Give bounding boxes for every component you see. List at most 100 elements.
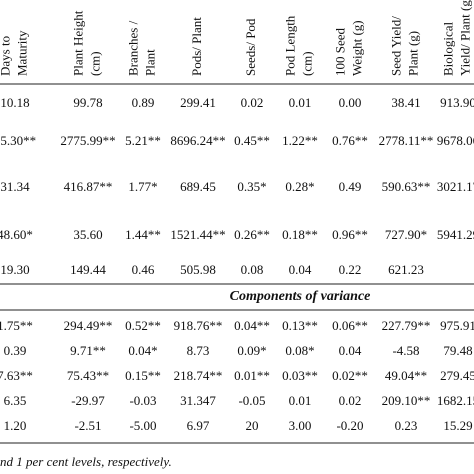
cell: 227.79** bbox=[382, 318, 431, 333]
cell: 1.44** bbox=[125, 227, 161, 242]
column-header: 100 Seed bbox=[332, 27, 347, 76]
cell: 19.30 bbox=[0, 262, 29, 277]
column-header: Seeds/ Pod bbox=[243, 18, 258, 76]
cell: 0.15** bbox=[125, 368, 161, 383]
cell: 0.49 bbox=[339, 179, 362, 194]
cell: 1682.15 bbox=[437, 393, 474, 408]
cell: 0.52** bbox=[125, 318, 161, 333]
cell: 209.10** bbox=[382, 393, 431, 408]
column-header: Weight (g) bbox=[349, 20, 364, 76]
cell: 505.98 bbox=[180, 262, 216, 277]
cell: 590.63** bbox=[382, 179, 431, 194]
column-header: Pods/ Plant bbox=[189, 17, 204, 76]
cell: 0.18** bbox=[282, 227, 318, 242]
cell: 0.46 bbox=[132, 262, 155, 277]
cell: 0.13** bbox=[282, 318, 318, 333]
cell: 0.39 bbox=[4, 343, 27, 358]
cell: 0.01 bbox=[289, 393, 312, 408]
cell: -5.00 bbox=[129, 418, 156, 433]
cell: 38.41 bbox=[391, 95, 420, 110]
cell: 621.23 bbox=[388, 262, 424, 277]
cell: 1.77* bbox=[128, 179, 157, 194]
cell: 0.02 bbox=[241, 95, 264, 110]
cell: 0.04 bbox=[289, 262, 312, 277]
cell: 0.00 bbox=[339, 95, 362, 110]
cell: 0.22 bbox=[339, 262, 362, 277]
column-header: Seed Yield/ bbox=[388, 16, 403, 76]
cell: 975.91 bbox=[440, 318, 474, 333]
cell: -0.03 bbox=[129, 393, 156, 408]
cell: 1521.44** bbox=[170, 227, 225, 242]
cell: 49.04** bbox=[385, 368, 427, 383]
column-header: Biological bbox=[440, 21, 455, 76]
cell: -0.20 bbox=[336, 418, 363, 433]
cell: 2778.11** bbox=[379, 133, 434, 148]
column-header: (cm) bbox=[87, 51, 102, 76]
cell: -2.51 bbox=[74, 418, 101, 433]
cell: 0.96** bbox=[332, 227, 368, 242]
cell: 0.45** bbox=[234, 133, 270, 148]
cell: 1.22** bbox=[282, 133, 318, 148]
cell: 0.04** bbox=[234, 318, 270, 333]
cell: 3021.17 bbox=[437, 179, 474, 194]
cell: 689.45 bbox=[180, 179, 216, 194]
footnote: nd 1 per cent levels, respectively. bbox=[0, 454, 172, 469]
column-header: Plant Height bbox=[70, 10, 85, 76]
cell: 0.06** bbox=[332, 318, 368, 333]
cell: 79.48 bbox=[443, 343, 472, 358]
cell: 2775.99** bbox=[60, 133, 115, 148]
cell: 913.90 bbox=[440, 95, 474, 110]
column-header: Yield/ Plant (g) bbox=[457, 0, 472, 76]
column-header: Maturity bbox=[14, 30, 29, 76]
cell: 218.74** bbox=[174, 368, 223, 383]
cell: 5941.29 bbox=[437, 227, 474, 242]
cell: 6.97 bbox=[187, 418, 210, 433]
column-header: Days to bbox=[0, 36, 12, 76]
cell: 3.00 bbox=[289, 418, 312, 433]
column-header: Plant bbox=[142, 49, 157, 76]
cell: 727.90* bbox=[385, 227, 427, 242]
cell: 0.35* bbox=[237, 179, 266, 194]
cell: 1.20 bbox=[4, 418, 27, 433]
cell: 0.26** bbox=[234, 227, 270, 242]
cell: 35.60 bbox=[73, 227, 102, 242]
cell: 0.01** bbox=[234, 368, 270, 383]
cell: 99.78 bbox=[73, 95, 102, 110]
cell: 0.03** bbox=[282, 368, 318, 383]
cell: 299.41 bbox=[180, 95, 216, 110]
cell: 294.49** bbox=[64, 318, 113, 333]
cell: 0.01 bbox=[289, 95, 312, 110]
cell: 05.30** bbox=[0, 133, 36, 148]
cell: 0.02** bbox=[332, 368, 368, 383]
cell: 0.04 bbox=[339, 343, 362, 358]
cell: -0.05 bbox=[238, 393, 265, 408]
cell: 15.29 bbox=[443, 418, 472, 433]
cell: 9.71** bbox=[70, 343, 106, 358]
cell: 0.08 bbox=[241, 262, 264, 277]
section-title: Components of variance bbox=[230, 289, 371, 304]
cell: 0.02 bbox=[339, 393, 362, 408]
cell: 20 bbox=[246, 418, 259, 433]
cell: 416.87** bbox=[64, 179, 113, 194]
cell: 6.35 bbox=[4, 393, 27, 408]
cell: 31.34 bbox=[0, 179, 30, 194]
cell: 0.28* bbox=[285, 179, 314, 194]
cell: -4.58 bbox=[392, 343, 419, 358]
cell: 279.45 bbox=[440, 368, 474, 383]
cell: 0.76** bbox=[332, 133, 368, 148]
cell: 7.63** bbox=[0, 368, 33, 383]
cell: 9678.06 bbox=[437, 133, 474, 148]
cell: 5.21** bbox=[125, 133, 161, 148]
cell: 75.43** bbox=[67, 368, 109, 383]
cell: 8696.24** bbox=[170, 133, 225, 148]
cell: 1.75** bbox=[0, 318, 33, 333]
cell: 0.08* bbox=[285, 343, 314, 358]
column-header: (cm) bbox=[299, 51, 314, 76]
cell: 149.44 bbox=[70, 262, 106, 277]
cell: 10.18 bbox=[0, 95, 29, 110]
column-header: Pod Length bbox=[282, 15, 297, 76]
cell: 8.73 bbox=[187, 343, 210, 358]
cell: 0.23 bbox=[395, 418, 418, 433]
cell: 0.89 bbox=[132, 95, 155, 110]
